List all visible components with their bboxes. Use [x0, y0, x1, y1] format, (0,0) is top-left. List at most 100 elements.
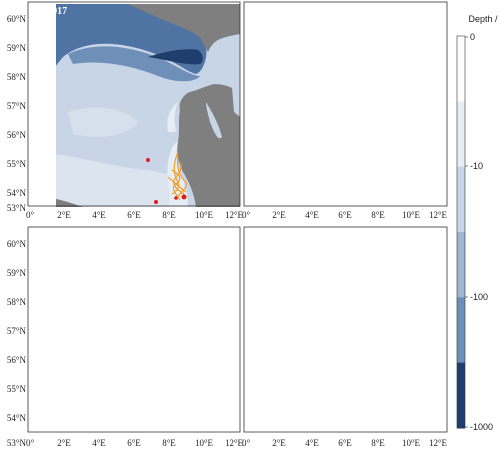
lon-tick: 0°	[26, 438, 35, 448]
colorbar-label: -10	[470, 161, 483, 171]
lon-tick: 8°E	[162, 438, 176, 448]
lon-tick: 12°E	[429, 438, 448, 448]
lat-axis-bottom: 60°N 59°N 58°N 57°N 56°N 55°N 54°N 53°N	[7, 239, 27, 448]
panel-c: (c) 2019	[27, 226, 241, 433]
tag-point	[154, 425, 158, 429]
basemap-c	[28, 227, 240, 432]
panel-label: (b) 2018	[249, 6, 284, 17]
lon-tick: 10°E	[402, 438, 421, 448]
lon-tick: 10°E	[195, 210, 214, 220]
panel-frame	[243, 226, 448, 433]
lon-tick: 10°E	[402, 210, 421, 220]
colorbar-swatch	[457, 36, 465, 102]
colorbar-title: Depth / m	[468, 14, 500, 24]
lat-tick: 54°N	[7, 188, 27, 198]
lon-tick: 6°E	[338, 210, 352, 220]
lat-tick: 54°N	[7, 413, 27, 423]
colorbar-swatch	[457, 166, 465, 233]
lon-tick: 6°E	[127, 438, 141, 448]
panel-d: (d) 2021	[243, 226, 456, 433]
lon-tick: 8°E	[162, 210, 176, 220]
colorbar-label: -1000	[470, 422, 493, 432]
tracks-a	[167, 151, 187, 201]
lat-tick: 57°N	[7, 101, 27, 111]
lon-tick: 6°E	[127, 210, 141, 220]
colorbar-swatch	[457, 297, 465, 364]
panel-frame	[27, 226, 241, 433]
lon-axis-bottom-right: 0° 2°E 4°E 6°E 8°E 10°E 12°E	[242, 438, 448, 448]
depth-colorbar: Depth / m 0 -10 -100 -1000	[456, 14, 500, 432]
transect-line	[394, 282, 412, 309]
lon-tick: 4°E	[92, 210, 106, 220]
colorbar-swatches	[457, 36, 465, 429]
lat-tick: 55°N	[7, 384, 27, 394]
tag-point	[181, 194, 187, 200]
colorbar-label: -100	[470, 292, 488, 302]
basemap-d	[244, 227, 456, 432]
lat-tick: 53°N	[7, 203, 27, 213]
lon-axis-bottom-left: 0° 2°E 4°E 6°E 8°E 10°E 12°E	[26, 438, 244, 448]
tracks-b	[264, 54, 412, 198]
tag-point	[370, 421, 374, 425]
panel-frame	[27, 1, 241, 207]
tag-point	[382, 415, 386, 419]
lon-tick: 8°E	[371, 438, 385, 448]
lon-tick: 8°E	[371, 210, 385, 220]
lon-tick: 4°E	[305, 438, 319, 448]
lon-tick: 2°E	[57, 438, 71, 448]
lat-axis-top: 60°N 59°N 58°N 57°N 56°N 55°N 54°N 53°N	[7, 14, 27, 213]
lon-tick: 6°E	[338, 438, 352, 448]
lat-tick: 58°N	[7, 297, 27, 307]
lat-tick: 60°N	[7, 14, 27, 24]
panel-frame	[243, 1, 448, 207]
tag-point	[176, 407, 180, 411]
lat-tick: 56°N	[7, 130, 27, 140]
lon-tick: 2°E	[57, 210, 71, 220]
lon-tick: 2°E	[272, 210, 286, 220]
lon-tick: 0°	[242, 210, 251, 220]
tag-point	[342, 196, 346, 200]
panel-label: (d) 2021	[249, 231, 284, 242]
tag-point	[407, 52, 411, 56]
colorbar-frame	[456, 35, 466, 429]
tag-point	[370, 195, 375, 200]
lon-tick: 2°E	[272, 438, 286, 448]
lat-tick: 55°N	[7, 159, 27, 169]
panel-b: (b) 2018	[243, 1, 456, 207]
lat-tick: 59°N	[7, 43, 27, 53]
panel-a: (a) 2017	[27, 1, 241, 207]
lon-tick: 4°E	[92, 438, 106, 448]
colorbar-swatch	[457, 101, 465, 168]
lat-tick: 60°N	[7, 239, 27, 249]
lon-axis-top-left: 0° 2°E 4°E 6°E 8°E 10°E 12°E	[26, 210, 244, 220]
tag-point	[172, 401, 176, 405]
colorbar-swatch	[457, 362, 465, 429]
basemap-a	[56, 4, 240, 207]
lon-tick: 4°E	[305, 210, 319, 220]
lon-axis-top-right: 0° 2°E 4°E 6°E 8°E 10°E 12°E	[242, 210, 448, 220]
colorbar-swatch	[457, 232, 465, 298]
lat-tick: 58°N	[7, 72, 27, 82]
tag-point	[262, 150, 266, 154]
lon-tick: 10°E	[195, 438, 214, 448]
lon-tick: 12°E	[225, 438, 244, 448]
lat-tick: 57°N	[7, 326, 27, 336]
lon-tick: 12°E	[429, 210, 448, 220]
lon-tick: 12°E	[225, 210, 244, 220]
tag-point	[146, 158, 150, 162]
panel-label: (a) 2017	[33, 6, 67, 17]
tracks-c	[172, 327, 184, 419]
basemap-b	[244, 2, 456, 207]
tracks-d	[344, 269, 451, 422]
lat-tick: 59°N	[7, 268, 27, 278]
tag-point	[364, 188, 368, 192]
lat-tick: 56°N	[7, 355, 27, 365]
lon-tick: 0°	[26, 210, 35, 220]
colorbar-label: 0	[470, 32, 475, 42]
tag-point	[154, 200, 158, 204]
lon-tick: 0°	[242, 438, 251, 448]
panel-label: (c) 2019	[33, 231, 67, 242]
tag-point	[174, 196, 178, 200]
lat-tick: 53°N	[7, 438, 27, 448]
